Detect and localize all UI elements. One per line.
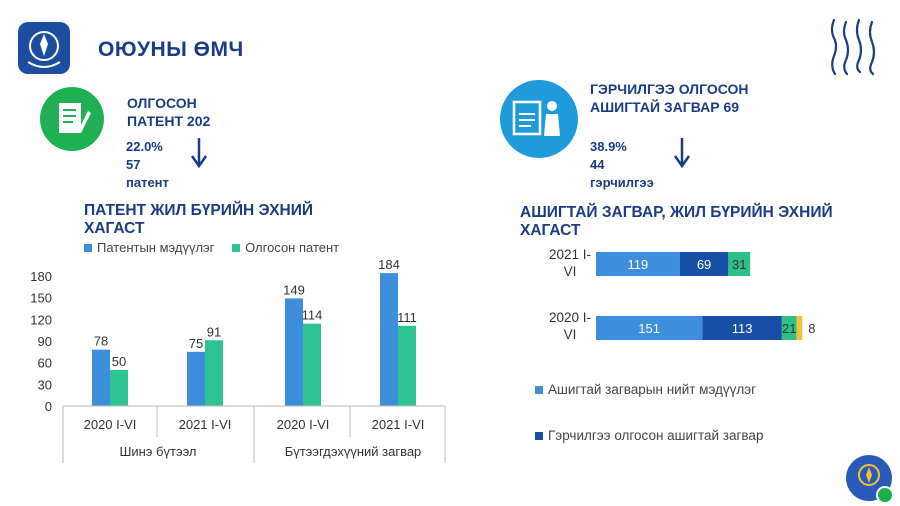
- chart2-legend-item-2: Гэрчилгээ олгосон ашигтай загвар: [535, 428, 763, 443]
- bar: [285, 298, 303, 406]
- mongolian-script-logo: [826, 16, 886, 78]
- bar: [380, 273, 398, 406]
- y-tick-label: 180: [30, 269, 52, 284]
- y-tick-label: 150: [30, 291, 52, 306]
- data-label: 21: [782, 321, 796, 336]
- data-label: 114: [302, 308, 323, 323]
- data-label: 69: [697, 257, 711, 272]
- group-label: Шинэ бүтээл: [119, 444, 196, 459]
- status-dot-icon: [876, 486, 894, 504]
- legend-label: Ашигтай загварын нийт мэдүүлэг: [548, 382, 757, 397]
- mongolian-emblem-logo: [18, 22, 70, 74]
- model-count: 44: [590, 157, 605, 172]
- model-pct: 38.9%: [590, 139, 627, 154]
- document-pen-icon: [40, 87, 104, 151]
- y-tick-label: 90: [38, 334, 52, 349]
- x-tick-label: 2020 I-VI: [84, 417, 137, 432]
- stacked-bar-segment: [596, 316, 703, 340]
- data-label: 31: [732, 257, 746, 272]
- page-title: ОЮУНЫ ӨМЧ: [98, 38, 244, 61]
- bar: [187, 351, 205, 406]
- data-label: 8: [808, 321, 815, 336]
- data-label: 111: [397, 310, 417, 325]
- model-line2: АШИГТАЙ ЗАГВАР 69: [590, 99, 740, 115]
- y-category-label: 2020 I-VI: [549, 310, 591, 342]
- data-label: 184: [378, 257, 400, 272]
- x-tick-label: 2021 I-VI: [372, 417, 425, 432]
- utility-model-stacked-chart: 2021 I-VI 119 69 31 2020 I-VI 151 113 21 8: [549, 247, 816, 342]
- group-label: Бүтээгдэхүүний загвар: [285, 444, 422, 459]
- patent-line2: ПАТЕНТ 202: [127, 113, 211, 129]
- certificate-presenter-icon: [500, 80, 578, 158]
- legend-label: Гэрчилгээ олгосон ашигтай загвар: [548, 428, 764, 443]
- data-label: 91: [207, 324, 221, 339]
- data-label: 50: [112, 354, 126, 369]
- legend-label: Олгосон патент: [245, 240, 340, 255]
- data-label: 75: [189, 336, 203, 351]
- data-label: 113: [732, 321, 753, 336]
- y-tick-label: 30: [38, 377, 52, 392]
- stacked-bar-segment: [596, 252, 680, 276]
- data-label: 149: [283, 282, 305, 297]
- patent-unit: патент: [126, 175, 169, 190]
- patent-bar-chart: 0 30 60 90 120 150 180 78 75 149 184 50 91 114 111 2020…: [30, 257, 446, 463]
- bar: [110, 369, 128, 406]
- patent-line1: ОЛГОСОН: [127, 95, 197, 111]
- chart1-title: ПАТЕНТ ЖИЛ БҮРИЙН ЭХНИЙ ХАГАСТ: [84, 202, 314, 237]
- data-label: 78: [94, 334, 108, 349]
- patent-count: 57: [126, 157, 141, 172]
- stacked-bar-segment: [702, 316, 782, 340]
- bar: [398, 325, 416, 406]
- bar: [303, 323, 321, 406]
- y-tick-label: 0: [45, 399, 52, 414]
- bar: [92, 349, 110, 406]
- x-tick-label: 2021 I-VI: [179, 417, 232, 432]
- y-tick-label: 60: [38, 356, 52, 371]
- data-label: 119: [628, 257, 649, 272]
- data-label: 151: [638, 321, 660, 336]
- chart2-legend-item-1: Ашигтай загварын нийт мэдүүлэг: [535, 382, 756, 397]
- model-unit: гэрчилгээ: [590, 175, 654, 190]
- legend-item: Патентын мэдүүлэг: [84, 240, 214, 255]
- patent-pct: 22.0%: [126, 139, 163, 154]
- bar: [205, 340, 223, 406]
- stacked-bar-segment: [796, 316, 803, 340]
- stacked-bar-segment: [679, 252, 729, 276]
- arrow-down-icon: [190, 138, 208, 173]
- y-tick-label: 120: [30, 312, 52, 327]
- arrow-down-icon: [673, 138, 691, 173]
- y-category-label: 2021 I-VI: [549, 247, 591, 279]
- stacked-bar-segment: [781, 316, 797, 340]
- legend-item: Олгосон патент: [232, 240, 339, 255]
- chart1-legend: Патентын мэдүүлэг Олгосон патент: [84, 240, 339, 255]
- stacked-bar-segment: [728, 252, 751, 276]
- legend-label: Патентын мэдүүлэг: [97, 240, 215, 255]
- x-tick-label: 2020 I-VI: [277, 417, 330, 432]
- model-line1: ГЭРЧИЛГЭЭ ОЛГОСОН: [590, 81, 749, 97]
- chart2-title: АШИГТАЙ ЗАГВАР, ЖИЛ БҮРИЙН ЭХНИЙ ХАГАСТ: [520, 204, 833, 239]
